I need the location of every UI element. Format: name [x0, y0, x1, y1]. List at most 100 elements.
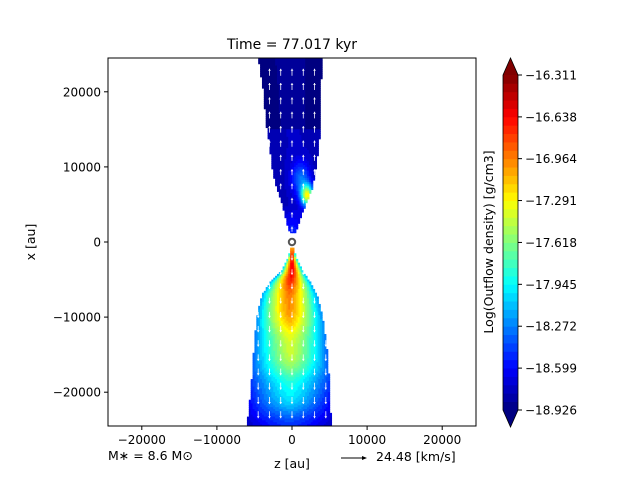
- density-cell: [278, 103, 282, 106]
- density-cell: [265, 61, 269, 65]
- density-cell: [310, 367, 314, 371]
- density-cell: [288, 166, 291, 170]
- density-cell: [271, 157, 274, 160]
- density-cell: [295, 129, 299, 132]
- density-cell: [316, 59, 319, 63]
- density-cell: [273, 166, 276, 170]
- density-cell: [263, 80, 267, 84]
- density-cell: [297, 193, 301, 196]
- density-cell: [275, 375, 278, 378]
- density-cell: [316, 335, 319, 339]
- density-cell: [316, 63, 319, 67]
- density-cell: [282, 360, 286, 363]
- density-cell: [275, 157, 278, 160]
- density-cell: [312, 161, 316, 164]
- density-cell: [320, 71, 323, 74]
- density-cell: [271, 320, 274, 324]
- density-cell: [292, 380, 295, 384]
- density-cell: [293, 110, 297, 114]
- density-cell: [322, 347, 325, 350]
- density-cell: [318, 305, 321, 309]
- density-cell: [325, 388, 329, 391]
- density-cell: [293, 176, 297, 179]
- density-cell: [282, 294, 286, 298]
- density-cell: [256, 407, 259, 410]
- density-cell: [290, 91, 293, 95]
- density-cell: [278, 388, 282, 391]
- density-cell: [295, 140, 299, 144]
- density-cell: [256, 367, 259, 371]
- density-cell: [286, 292, 289, 296]
- density-cell: [297, 138, 301, 142]
- density-cell: [316, 74, 319, 78]
- density-cell: [299, 134, 302, 138]
- density-cell: [297, 388, 301, 391]
- density-cell: [297, 384, 301, 388]
- density-cell: [299, 379, 302, 382]
- density-cell: [293, 412, 297, 416]
- density-cell: [269, 78, 272, 82]
- density-cell: [280, 103, 284, 106]
- density-cell: [292, 202, 295, 206]
- density-cell: [293, 118, 297, 121]
- density-cell: [320, 337, 323, 341]
- density-cell: [288, 73, 291, 76]
- density-cell: [263, 397, 267, 401]
- density-cell: [299, 343, 302, 346]
- density-cell: [280, 189, 284, 192]
- density-cell: [292, 89, 295, 93]
- density-cell: [261, 409, 265, 412]
- density-cell: [312, 332, 316, 335]
- density-cell: [290, 369, 293, 373]
- density-cell: [305, 73, 308, 76]
- density-cell: [286, 153, 289, 157]
- density-cell: [308, 315, 312, 318]
- density-cell: [271, 129, 274, 132]
- density-cell: [278, 125, 282, 129]
- density-cell: [290, 332, 293, 335]
- density-cell: [312, 165, 316, 168]
- density-cell: [310, 133, 314, 136]
- density-cell: [275, 279, 278, 283]
- density-cell: [267, 91, 271, 95]
- density-cell: [308, 281, 312, 284]
- density-cell: [269, 151, 272, 155]
- density-cell: [290, 317, 293, 320]
- density-cell: [280, 191, 284, 194]
- density-cell: [275, 315, 278, 318]
- density-cell: [275, 326, 278, 329]
- density-cell: [288, 349, 291, 352]
- density-cell: [293, 61, 297, 65]
- density-cell: [282, 339, 286, 343]
- density-cell: [303, 101, 306, 104]
- density-cell: [299, 99, 302, 102]
- density-cell: [260, 379, 263, 382]
- density-cell: [316, 384, 319, 388]
- density-cell: [303, 69, 306, 72]
- density-cell: [292, 247, 295, 251]
- density-cell: [288, 86, 291, 89]
- density-cell: [256, 397, 259, 401]
- density-cell: [290, 213, 293, 217]
- density-cell: [284, 356, 287, 360]
- density-cell: [286, 388, 289, 391]
- density-cell: [286, 311, 289, 314]
- density-cell: [260, 322, 263, 326]
- density-cell: [301, 292, 304, 296]
- density-cell: [303, 324, 306, 328]
- density-cell: [303, 335, 306, 339]
- density-cell: [267, 290, 271, 294]
- density-cell: [265, 349, 269, 352]
- density-cell: [284, 99, 287, 102]
- density-cell: [271, 382, 274, 386]
- density-cell: [269, 288, 272, 292]
- density-cell: [322, 365, 325, 369]
- density-cell: [250, 395, 254, 399]
- density-cell: [284, 302, 287, 305]
- density-cell: [286, 131, 289, 134]
- density-cell: [297, 198, 301, 202]
- density-cell: [282, 395, 286, 399]
- density-cell: [275, 91, 278, 95]
- density-cell: [312, 123, 316, 127]
- density-cell: [275, 168, 278, 172]
